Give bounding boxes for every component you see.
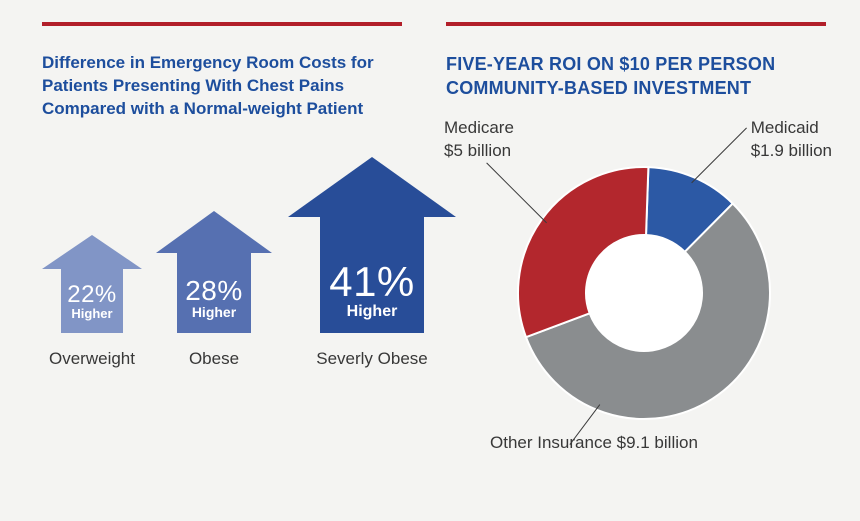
callout-medicare-name: Medicare: [444, 117, 514, 140]
arrow-category: Overweight: [49, 349, 135, 369]
arrow-value-label: 28%Higher: [185, 277, 243, 320]
er-cost-title: Difference in Emergency Room Costs for P…: [42, 52, 402, 121]
callout-medicare-value: $5 billion: [444, 140, 514, 163]
roi-panel: FIVE-YEAR ROI ON $10 PER PERSONCOMMUNITY…: [446, 22, 826, 457]
roi-title-line2: COMMUNITY-BASED INVESTMENT: [446, 76, 826, 100]
arrow-shape: 22%Higher: [42, 235, 142, 333]
arrow-category: Obese: [189, 349, 239, 369]
arrow-subtext: Higher: [67, 307, 117, 321]
callout-medicare: Medicare$5 billion: [444, 117, 514, 163]
arrow-chart: 22%HigherOverweight28%HigherObese41%High…: [42, 157, 402, 369]
arrow-percent: 28%: [185, 277, 243, 305]
arrow-value-label: 41%Higher: [329, 261, 415, 321]
arrow-value-label: 22%Higher: [67, 283, 117, 321]
rule-right: [446, 22, 826, 26]
arrow-shape: 28%Higher: [156, 211, 272, 333]
callout-medicaid-name: Medicaid: [751, 117, 832, 140]
arrow-obese: 28%Higher Obese: [156, 211, 272, 369]
er-cost-panel: Difference in Emergency Room Costs for P…: [42, 22, 402, 457]
callout-other-insurance: Other Insurance $9.1 billion: [490, 433, 698, 453]
callout-medicaid-value: $1.9 billion: [751, 140, 832, 163]
arrow-severly-obese: 41%Higher Severly Obese: [288, 157, 456, 369]
rule-left: [42, 22, 402, 26]
arrow-shape: 41%Higher: [288, 157, 456, 333]
arrow-subtext: Higher: [185, 305, 243, 320]
callout-medicaid: Medicaid$1.9 billion: [751, 117, 832, 163]
roi-title: FIVE-YEAR ROI ON $10 PER PERSONCOMMUNITY…: [446, 52, 826, 101]
arrow-overweight: 22%Higher Overweight: [42, 235, 142, 369]
roi-title-line1: FIVE-YEAR ROI ON $10 PER PERSON: [446, 52, 826, 76]
donut-chart: Medicare$5 billionMedicaid$1.9 billionOt…: [446, 123, 826, 457]
arrow-subtext: Higher: [329, 303, 415, 321]
arrow-category: Severly Obese: [316, 349, 428, 369]
arrow-percent: 22%: [67, 283, 117, 307]
arrow-percent: 41%: [329, 261, 415, 303]
